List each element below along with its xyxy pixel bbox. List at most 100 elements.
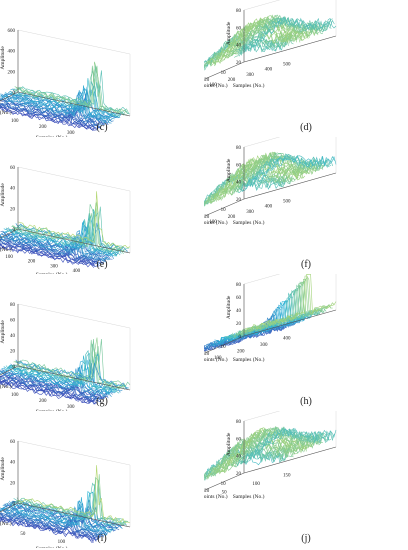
surface-line [0, 229, 111, 261]
y-tick-label: 200 [237, 349, 245, 354]
y-tick-label: 300 [67, 131, 75, 136]
y-tick-label: 300 [246, 73, 254, 78]
panel-f: 806040201020300100200300400500AmplitudeD… [204, 137, 408, 274]
data-points-axis [0, 228, 19, 239]
surface-line [240, 427, 333, 464]
data-points-axis-title: Data Points (No.) [0, 246, 12, 253]
surface-line [204, 323, 286, 352]
surface-line [13, 201, 126, 252]
panel-label: (g) [96, 396, 108, 407]
surface-plot-h: 8060402001020300100200300400AmplitudeDat… [204, 274, 337, 407]
z-tick-label: 0 [13, 91, 16, 96]
surface-line [237, 154, 330, 193]
x-tick-label: 10 [221, 71, 227, 76]
surface-line [16, 206, 129, 249]
x-tick-label: 10 [221, 482, 227, 487]
y-tick-label: 100 [11, 393, 19, 398]
data-points-axis-title: Data Points (No.) [204, 219, 228, 226]
panel-label: (f) [301, 259, 311, 270]
y-tick-label: 200 [228, 78, 236, 83]
data-points-axis-title: Data Points (No.) [0, 109, 12, 116]
surface-line [242, 428, 335, 464]
z-tick-label: 0 [239, 335, 242, 340]
panel-j: 80604020102030050100150AmplitudeData Poi… [204, 411, 408, 548]
z-tick-label: 40 [236, 44, 242, 49]
surface-plot-e: 6040200501000100200300400500AmplitudeDat… [0, 166, 131, 274]
samples-axis-title: Samples (No.) [36, 408, 68, 411]
y-tick-label: 300 [67, 405, 75, 410]
y-tick-label: 50 [222, 491, 228, 496]
data-points-axis [204, 335, 245, 354]
z-tick-label: 60 [236, 26, 242, 31]
z-tick-label: 60 [236, 296, 242, 301]
panel-c: 6004002000501000100200300400AmplitudeDat… [0, 0, 204, 137]
x-tick-label: 20 [204, 352, 210, 357]
surface-line [0, 506, 109, 536]
surface-line [207, 434, 301, 477]
z-tick-label: 0 [13, 502, 16, 507]
samples-axis-title: Samples (No.) [36, 271, 68, 274]
surface-line [0, 104, 101, 129]
samples-axis-title: Samples (No.) [36, 545, 68, 548]
surface-plot-j: 80604020102030050100150AmplitudeData Poi… [204, 411, 337, 544]
amplitude-axis-title: Amplitude [0, 320, 6, 344]
surface-line [16, 353, 129, 389]
surface-line [204, 444, 289, 478]
surface-line [7, 501, 121, 529]
z-tick-label: 20 [10, 207, 16, 212]
y-tick-label: 150 [283, 473, 291, 478]
y-tick-label: 100 [209, 83, 217, 88]
z-tick-label: 200 [8, 70, 16, 75]
data-points-axis [204, 198, 245, 217]
samples-axis-title: Samples (No.) [233, 493, 265, 500]
surface-line [0, 370, 109, 399]
surface-line [17, 70, 131, 115]
surface-line [0, 105, 97, 131]
surface-line [238, 278, 332, 336]
z-tick-label: 60 [10, 319, 16, 324]
surface-line [17, 465, 131, 524]
surface-line [235, 281, 329, 336]
y-tick-label: 200 [228, 215, 236, 220]
samples-axis [17, 365, 131, 391]
y-tick-label: 200 [39, 399, 47, 404]
panel-e: 6040200501000100200300400500AmplitudeDat… [0, 137, 204, 274]
y-tick-label: 100 [58, 540, 66, 545]
y-tick-label: 400 [265, 68, 273, 73]
data-points-axis-title: Data Points (No.) [0, 520, 12, 527]
panel-label: (c) [96, 122, 107, 133]
y-tick-label: 100 [252, 482, 260, 487]
z-tick-label: 60 [236, 437, 242, 442]
surface-line [243, 427, 337, 465]
z-tick-label: 60 [10, 166, 16, 171]
y-tick-label: 500 [283, 199, 291, 204]
data-points-axis [0, 91, 19, 102]
z-tick-label: 60 [236, 163, 242, 168]
samples-axis [243, 446, 337, 474]
panel-d: 806040201020300100200300400500AmplitudeD… [204, 0, 408, 137]
surface-line [242, 155, 335, 193]
y-tick-label: 100 [214, 356, 222, 361]
panel-label: (h) [300, 396, 312, 407]
z-tick-label: 40 [236, 181, 242, 186]
surface-line [11, 482, 124, 527]
z-tick-label: 20 [10, 350, 16, 355]
surface-line [0, 241, 99, 267]
surface-line [16, 477, 130, 523]
surface-plot-d: 806040201020300100200300400500AmplitudeD… [204, 0, 337, 133]
surface-line [1, 360, 114, 395]
z-tick-label: 20 [236, 198, 242, 203]
y-tick-label: 300 [246, 210, 254, 215]
surface-line [12, 339, 125, 391]
z-tick-label: 40 [236, 455, 242, 460]
y-tick-label: 300 [50, 264, 58, 269]
x-tick-label: 20 [204, 489, 210, 494]
data-points-axis [204, 472, 245, 491]
y-tick-label: 400 [265, 205, 273, 210]
y-tick-label: 500 [283, 62, 291, 67]
z-tick-label: 600 [8, 29, 16, 34]
z-tick-label: 80 [236, 146, 242, 151]
surface-line [238, 426, 332, 465]
amplitude-axis-title: Amplitude [0, 46, 6, 70]
y-tick-label: 100 [5, 255, 13, 260]
